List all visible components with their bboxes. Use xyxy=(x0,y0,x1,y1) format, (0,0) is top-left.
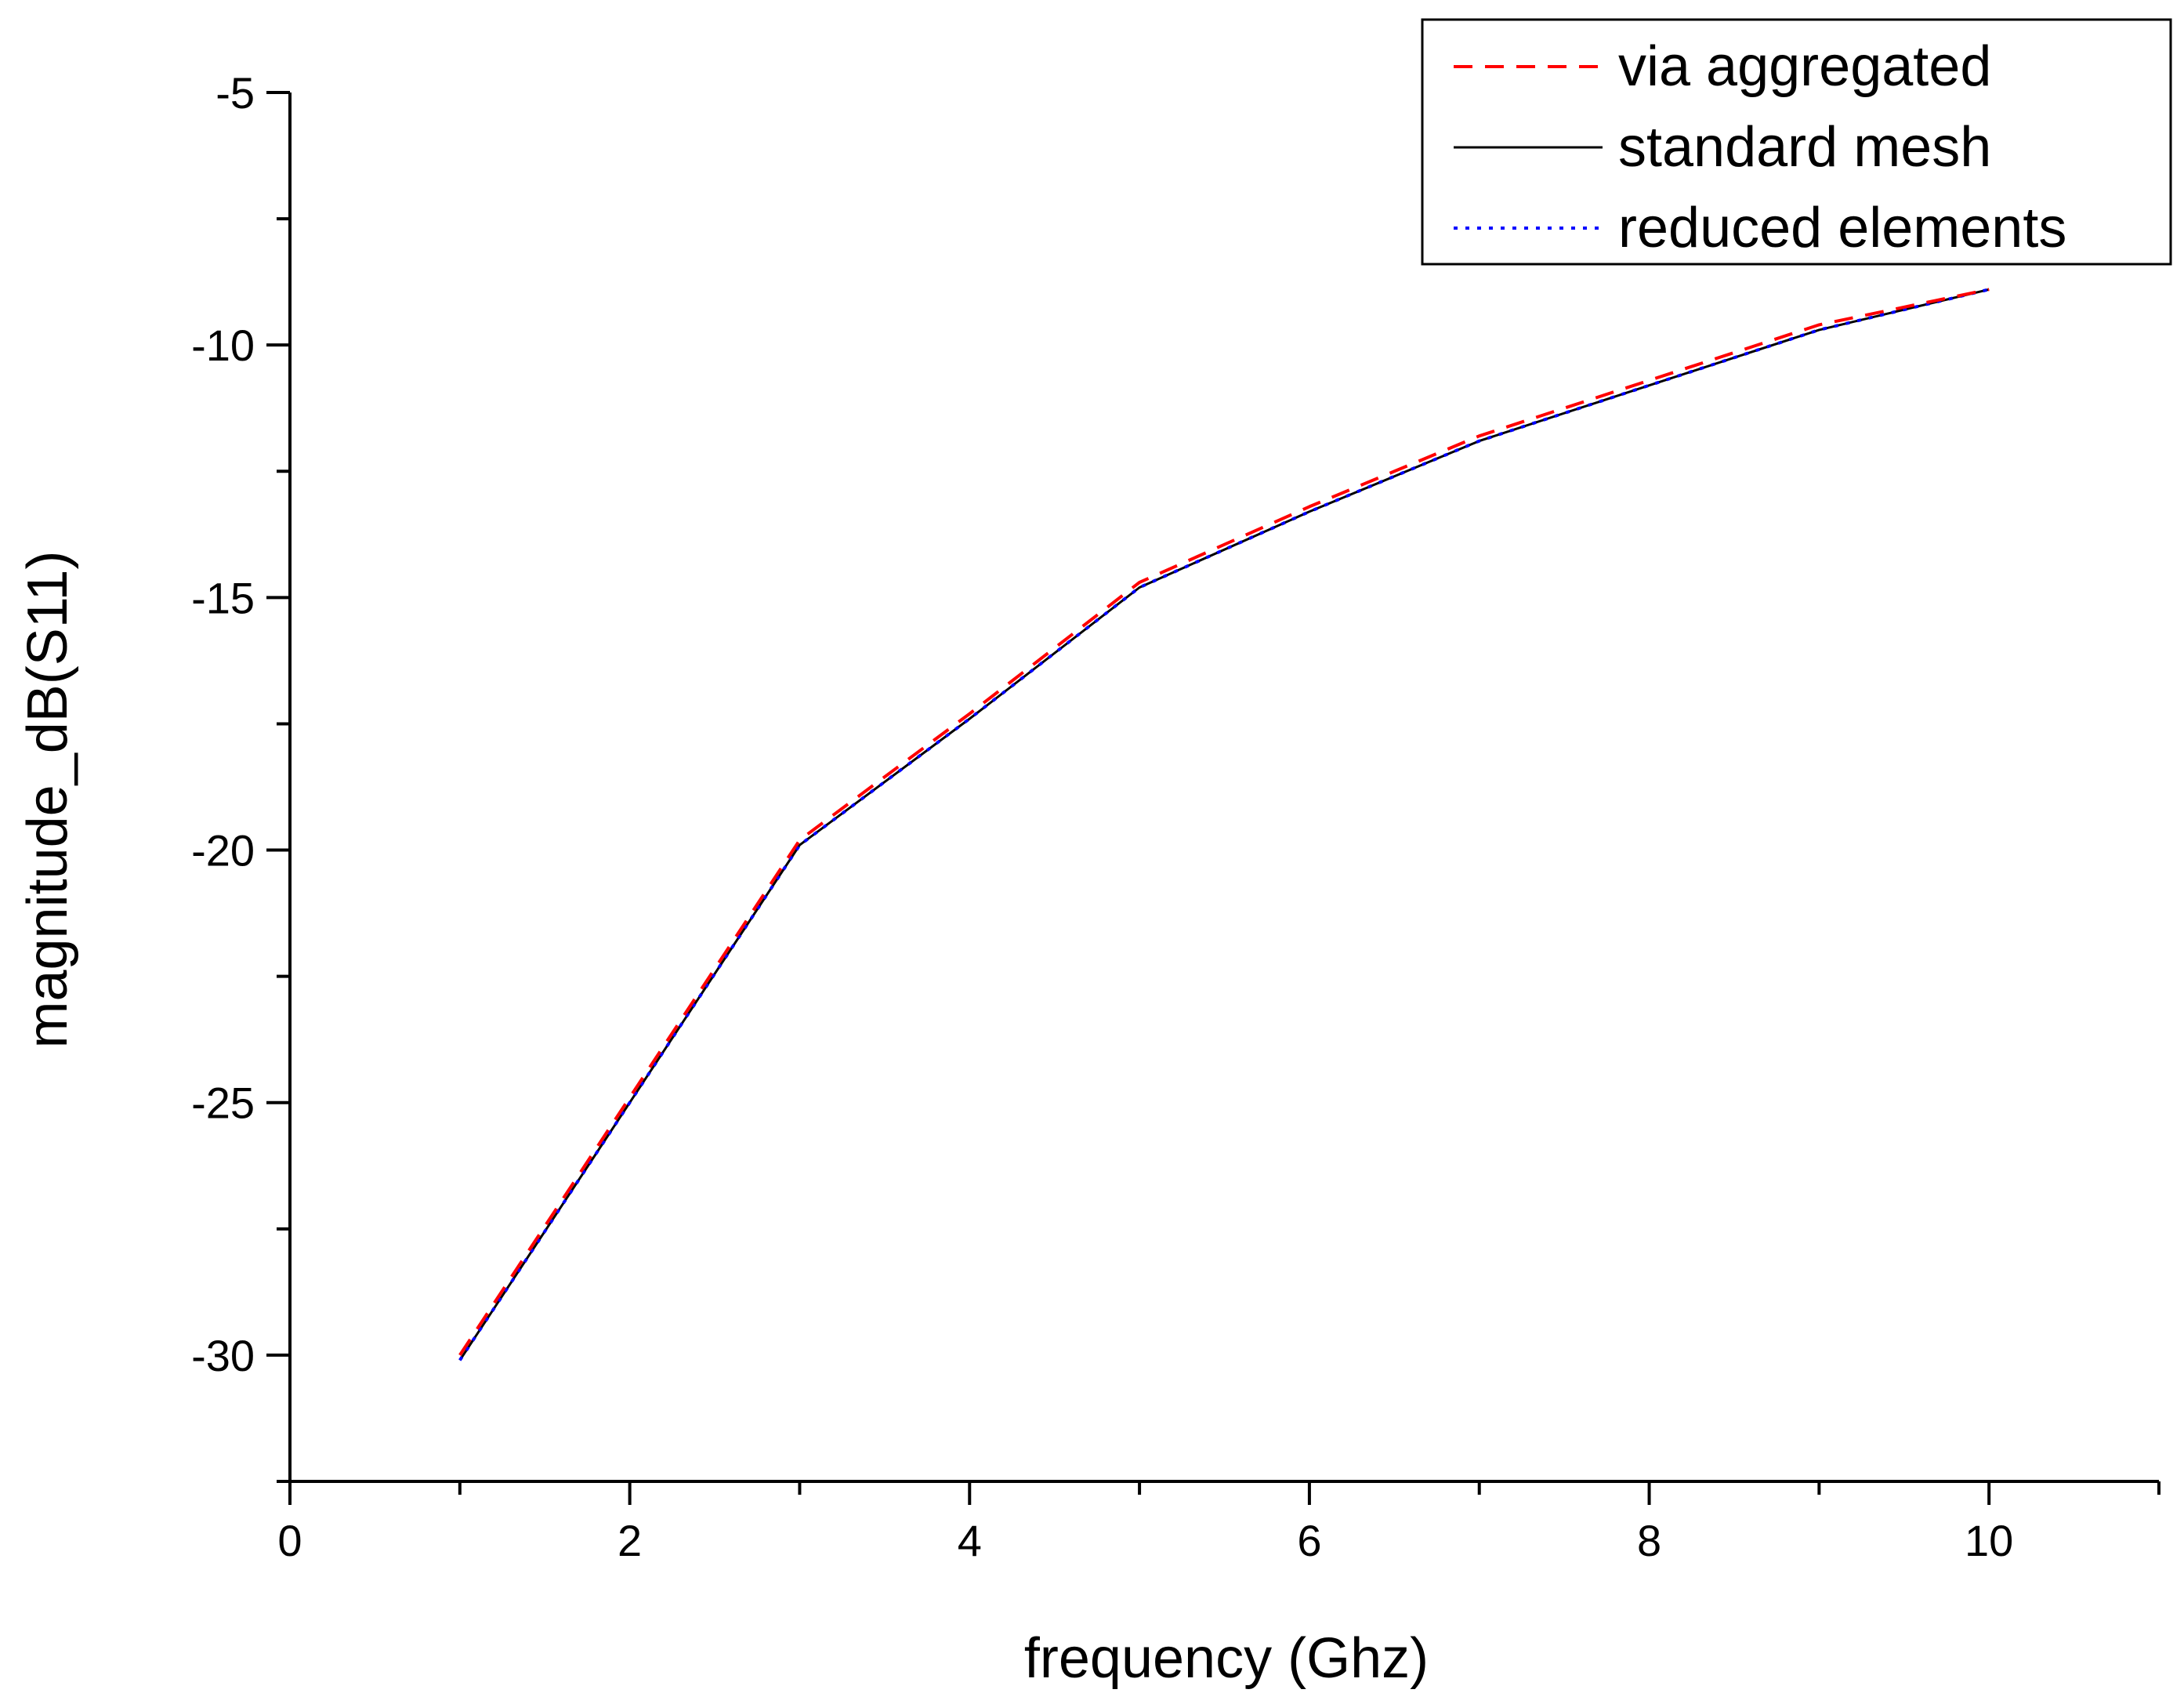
x-tick-label: 4 xyxy=(958,1516,982,1565)
series-line-standard-mesh xyxy=(458,288,1990,1361)
x-tick-label: 2 xyxy=(618,1516,642,1565)
legend-box xyxy=(1421,18,2172,266)
series-line-reduced-elements xyxy=(458,288,1990,1361)
x-tick-label: 10 xyxy=(1965,1516,2013,1565)
axes: 0 2 4 6 8 10 -5 -10 -15 -20 -25 -30 xyxy=(191,68,2160,1565)
series-line-via-aggregated xyxy=(458,288,1990,1357)
y-tick-label: -25 xyxy=(191,1079,255,1128)
legend-label: standard mesh xyxy=(1618,116,1991,179)
y-tick-label: -15 xyxy=(191,573,255,622)
y-tick-label: -30 xyxy=(191,1331,255,1380)
legend-label: reduced elements xyxy=(1618,197,2066,259)
y-tick-label: -10 xyxy=(191,321,255,370)
legend: via aggregated standard mesh reduced eleme… xyxy=(1421,18,2172,266)
y-tick-label: -5 xyxy=(216,68,255,118)
x-tick-label: 0 xyxy=(277,1516,302,1565)
legend-label: via aggregated xyxy=(1618,35,1991,98)
y-tick-label: -20 xyxy=(191,826,255,876)
x-tick-label: 8 xyxy=(1637,1516,1661,1565)
series-layer xyxy=(458,288,1990,1361)
y-axis-title: magnitude_dB(S11) xyxy=(16,550,79,1048)
x-tick-label: 6 xyxy=(1297,1516,1321,1565)
x-axis-title: frequency (Ghz) xyxy=(1024,1627,1429,1690)
